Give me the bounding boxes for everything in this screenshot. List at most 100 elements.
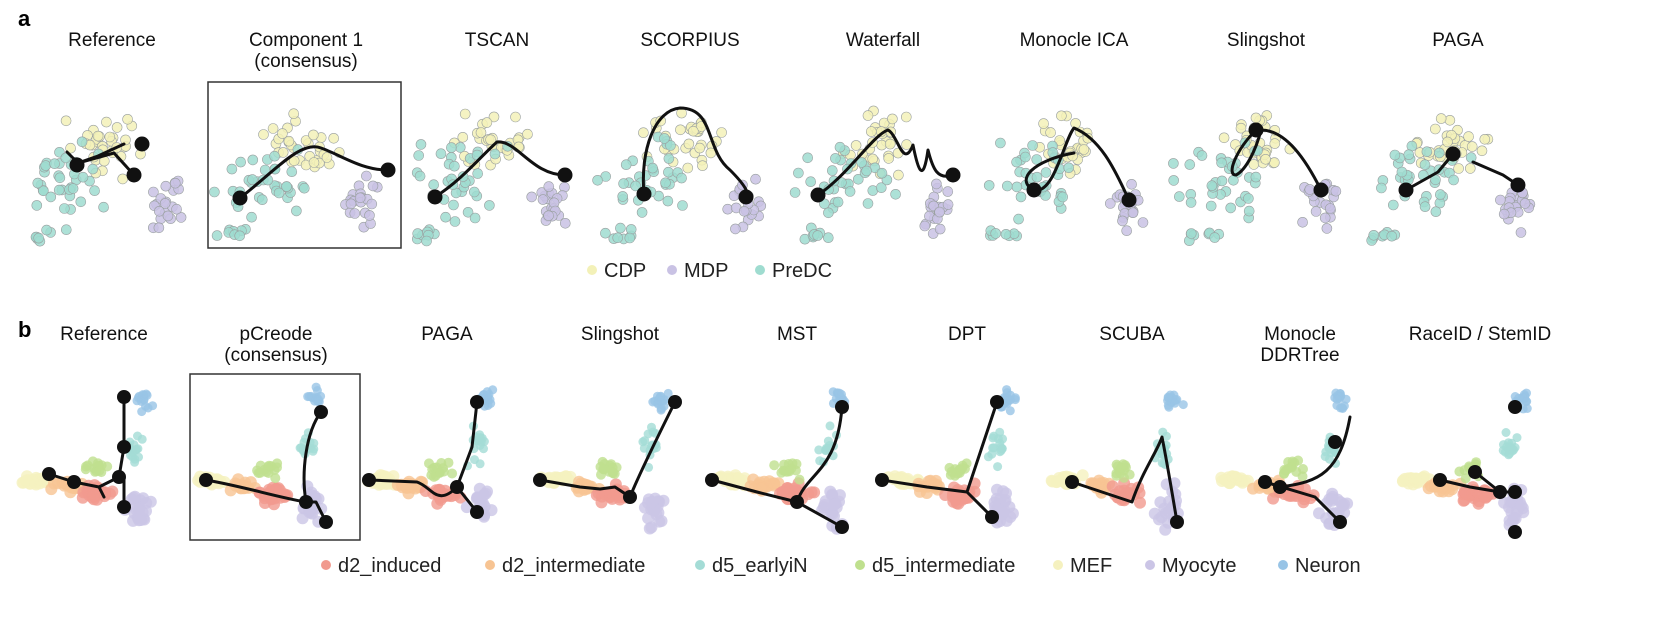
cell-point <box>828 510 840 522</box>
legend-label: d2_intermediate <box>502 555 645 577</box>
trajectory-node <box>835 520 849 534</box>
trajectory-node <box>299 495 313 509</box>
trajectory-node <box>1065 475 1079 489</box>
cell-point <box>543 181 555 192</box>
cell-point <box>54 172 66 184</box>
cell-point <box>454 142 466 153</box>
cell-point <box>721 472 734 485</box>
cell-point <box>784 466 795 477</box>
cell-point <box>931 178 942 190</box>
cell-point <box>730 223 741 235</box>
cell-point <box>1269 138 1281 149</box>
cell-point <box>789 482 801 495</box>
cell-point <box>1313 507 1325 520</box>
cell-point <box>1205 200 1217 212</box>
cell-point <box>867 153 879 165</box>
cell-point <box>543 210 554 221</box>
cell-point <box>559 218 571 229</box>
cell-point <box>665 140 676 151</box>
cell-point <box>1063 162 1074 174</box>
cell-point <box>17 476 30 489</box>
cell-point <box>122 114 133 125</box>
cell-point <box>1185 197 1197 208</box>
panel-b-subplot: Reference <box>16 324 158 527</box>
cell-point <box>309 444 319 454</box>
cell-point <box>321 152 333 163</box>
trajectory-node <box>69 157 85 173</box>
cell-point <box>1419 201 1431 212</box>
cell-point <box>656 405 666 415</box>
cell-point <box>1127 207 1139 218</box>
cell-point <box>1155 511 1168 524</box>
cell-point <box>1243 193 1254 204</box>
cell-point <box>1070 118 1081 129</box>
cell-scatter <box>16 389 158 527</box>
cell-point <box>448 199 459 211</box>
cell-point <box>1056 110 1067 122</box>
cell-point <box>683 138 695 150</box>
cell-point <box>1430 123 1441 135</box>
cell-point <box>1402 477 1415 490</box>
panel-b-subplot: PAGA <box>362 324 498 523</box>
cell-point <box>1243 205 1255 217</box>
cell-point <box>814 445 824 455</box>
cell-point <box>1218 132 1230 144</box>
cell-point <box>1478 491 1491 503</box>
trajectory-path <box>1230 128 1323 192</box>
cell-point <box>1269 157 1280 168</box>
trajectory-node <box>1248 122 1264 138</box>
cell-point <box>255 467 266 478</box>
cell-point <box>1206 180 1218 191</box>
cell-point <box>618 178 629 189</box>
trajectory-node <box>1026 182 1042 198</box>
cell-point <box>98 201 109 213</box>
trajectory-node <box>470 395 484 409</box>
cell-point <box>89 185 100 196</box>
cell-point <box>367 180 379 192</box>
cell-point <box>865 126 877 137</box>
cell-point <box>457 132 469 143</box>
legend-swatch <box>855 560 865 570</box>
cell-point <box>1196 150 1208 161</box>
cell-point <box>60 115 72 127</box>
trajectory-node <box>557 167 573 183</box>
cell-point <box>61 224 72 235</box>
cell-point <box>1054 135 1065 146</box>
cell-point <box>76 491 89 504</box>
cell-point <box>479 487 492 500</box>
cell-point <box>272 458 283 469</box>
cell-point <box>606 492 619 505</box>
cell-point <box>1330 185 1342 197</box>
cell-point <box>1040 167 1052 178</box>
cell-scatter <box>535 388 673 535</box>
cell-point <box>1260 154 1271 165</box>
trajectory-path <box>238 145 390 200</box>
cell-point <box>1031 171 1043 183</box>
cell-point <box>1444 115 1456 126</box>
cell-point <box>1389 149 1401 161</box>
cell-point <box>1495 194 1506 206</box>
cell-point <box>1463 131 1474 142</box>
cell-point <box>175 212 187 223</box>
cell-point <box>694 142 706 154</box>
cell-point <box>235 156 246 168</box>
cell-point <box>844 186 856 197</box>
trajectory-node <box>117 500 131 514</box>
cell-point <box>484 200 495 211</box>
cell-point <box>649 492 662 505</box>
trajectory-node <box>42 467 56 481</box>
cell-point <box>1509 445 1519 455</box>
cell-point <box>640 436 650 446</box>
cell-point <box>1419 159 1431 170</box>
cell-point <box>823 207 834 219</box>
cell-point <box>475 127 487 138</box>
cell-point <box>825 421 835 431</box>
panel-a-subplot: Component 1(consensus) <box>207 30 402 249</box>
cell-point <box>1219 474 1232 487</box>
legend-item: d2_intermediate <box>485 555 645 577</box>
legend-label: d5_intermediate <box>872 555 1015 577</box>
cell-point <box>296 512 309 525</box>
cell-point <box>645 521 658 534</box>
cell-point <box>996 446 1006 455</box>
cell-point <box>481 117 493 128</box>
